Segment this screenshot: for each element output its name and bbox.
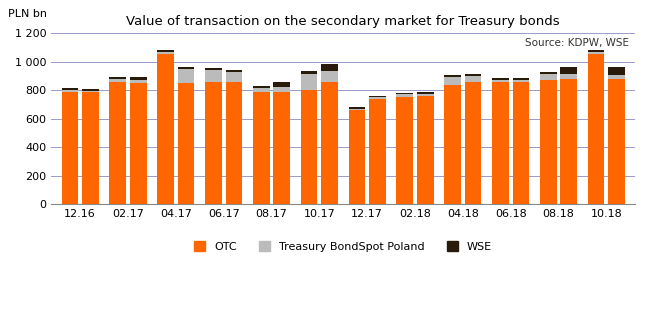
Bar [369,97,386,99]
Bar [274,82,290,87]
Bar [321,71,338,82]
Bar [560,74,577,79]
Bar [513,78,529,79]
Bar [465,82,482,204]
Bar [560,79,577,204]
Bar [492,82,509,204]
Bar [369,96,386,97]
Bar [109,79,126,82]
Bar [301,74,317,90]
Text: PLN bn: PLN bn [8,9,47,19]
Bar [540,80,556,204]
Bar [109,77,126,79]
Title: Value of transaction on the secondary market for Treasury bonds: Value of transaction on the secondary ma… [127,15,560,28]
Bar [301,71,317,74]
Bar [130,79,147,83]
Bar [588,50,604,52]
Bar [321,64,338,71]
Bar [82,89,99,91]
Bar [274,92,290,204]
Bar [177,83,194,204]
Bar [157,52,174,54]
Bar [348,107,365,109]
Bar [253,88,270,92]
Bar [444,77,461,84]
Bar [109,82,126,204]
Bar [226,73,242,82]
Bar [396,93,413,94]
Bar [226,82,242,204]
Bar [348,109,365,110]
Bar [62,90,78,92]
Bar [205,70,222,82]
Bar [369,99,386,204]
Bar [465,76,482,82]
Bar [177,69,194,83]
Bar [177,67,194,69]
Bar [301,90,317,204]
Bar [540,74,556,80]
Bar [226,70,242,73]
Bar [396,97,413,204]
Bar [321,82,338,204]
Bar [62,88,78,90]
Bar [130,83,147,204]
Bar [157,51,174,52]
Bar [608,75,625,79]
Bar [205,82,222,204]
Bar [608,67,625,75]
Bar [130,78,147,79]
Bar [540,72,556,74]
Bar [608,79,625,204]
Bar [62,92,78,204]
Bar [417,96,434,204]
Bar [560,67,577,74]
Bar [492,78,509,79]
Bar [157,54,174,204]
Bar [205,68,222,70]
Bar [513,79,529,82]
Bar [274,87,290,92]
Bar [348,110,365,204]
Bar [417,92,434,94]
Bar [253,86,270,88]
Bar [444,84,461,204]
Bar [513,82,529,204]
Bar [396,94,413,97]
Bar [417,94,434,96]
Bar [253,92,270,204]
Bar [465,74,482,76]
Bar [444,75,461,77]
Bar [588,54,604,204]
Legend: OTC, Treasury BondSpot Poland, WSE: OTC, Treasury BondSpot Poland, WSE [190,237,497,256]
Bar [82,92,99,204]
Bar [82,91,99,92]
Bar [588,52,604,54]
Text: Source: KDPW, WSE: Source: KDPW, WSE [525,38,629,48]
Bar [492,79,509,82]
